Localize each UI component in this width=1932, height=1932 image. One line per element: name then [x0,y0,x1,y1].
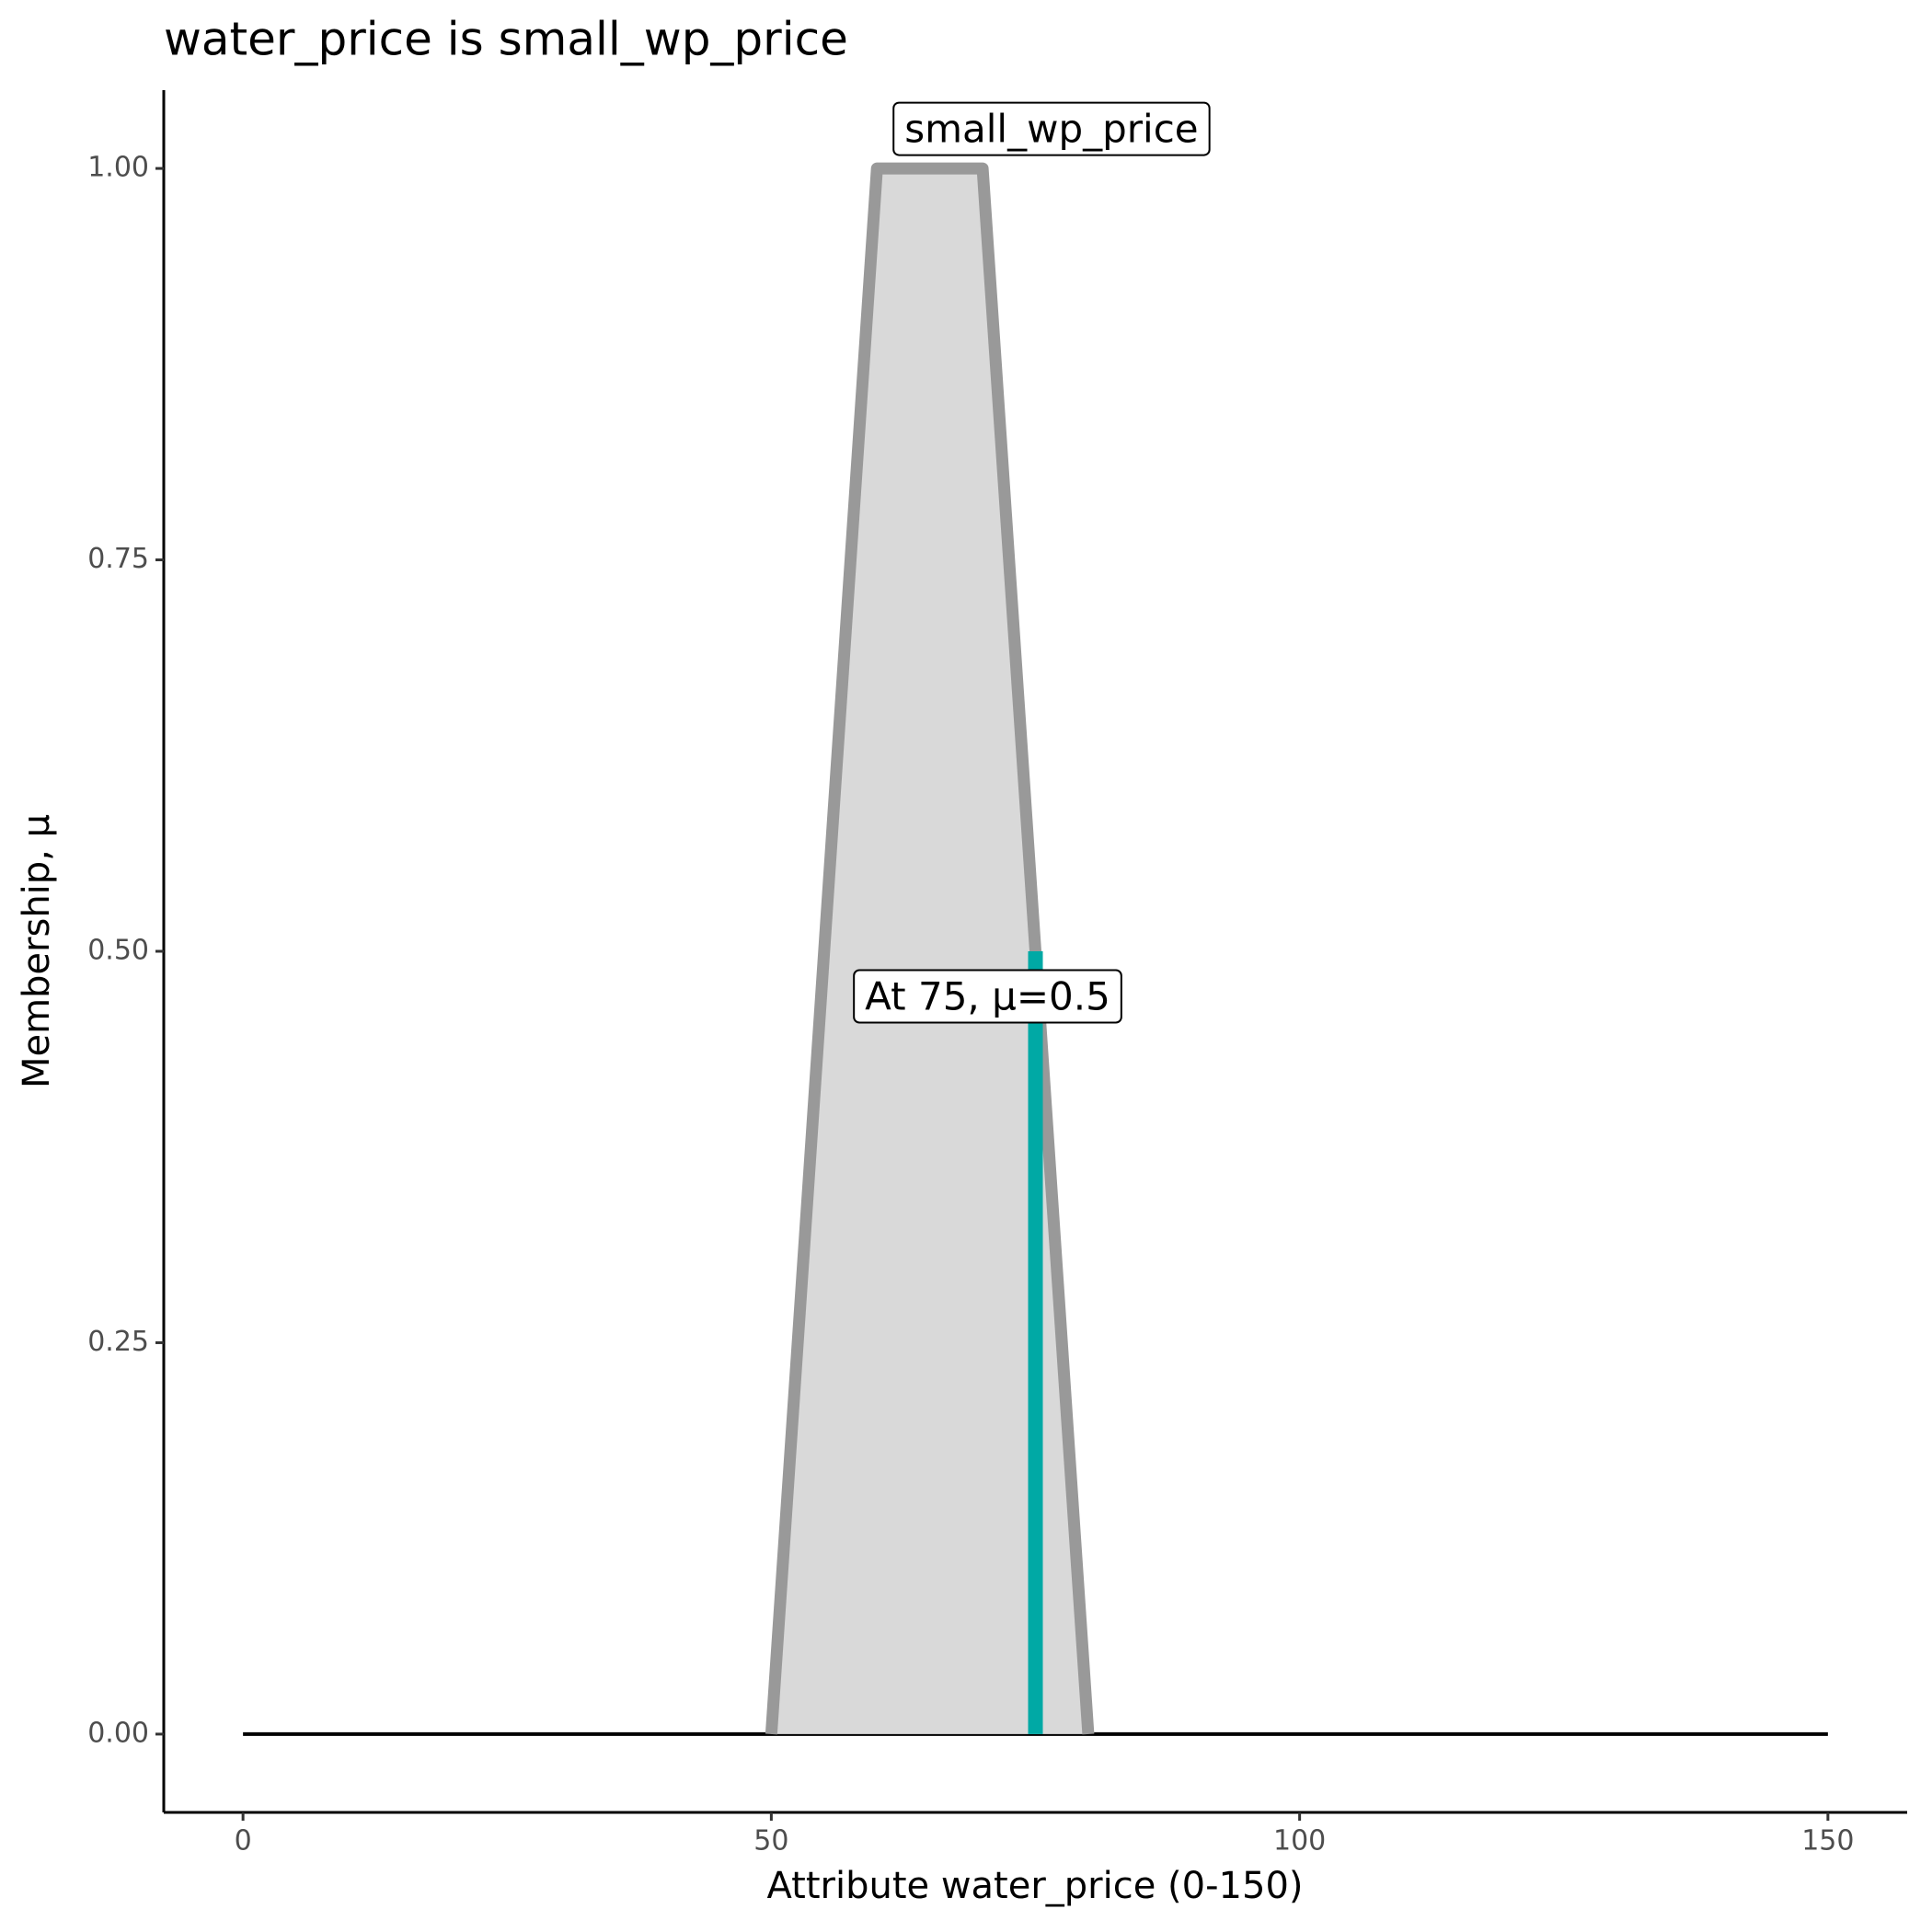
chart-title: water_price is small_wp_price [164,13,848,66]
label-box: small_wp_price [892,101,1211,156]
label-text: small_wp_price [904,107,1198,152]
label-text: At 75, μ=0.5 [865,974,1110,1019]
x-tick-label: 150 [1801,1825,1854,1857]
label-box: At 75, μ=0.5 [853,969,1122,1024]
label-frame [892,101,1211,156]
y-axis-title: Membership, μ [16,814,58,1088]
y-tick-label: 0.25 [87,1326,149,1358]
y-tick-label: 1.00 [87,152,149,184]
y-tick-label: 0.50 [87,935,149,967]
x-tick-label: 100 [1273,1825,1326,1857]
label-frame [853,969,1122,1024]
x-tick-label: 50 [753,1825,788,1857]
x-axis-title: Attribute water_price (0-150) [766,1865,1303,1907]
y-tick-label: 0.75 [87,543,149,575]
y-tick-label: 0.00 [87,1717,149,1749]
x-tick-label: 0 [235,1825,252,1857]
